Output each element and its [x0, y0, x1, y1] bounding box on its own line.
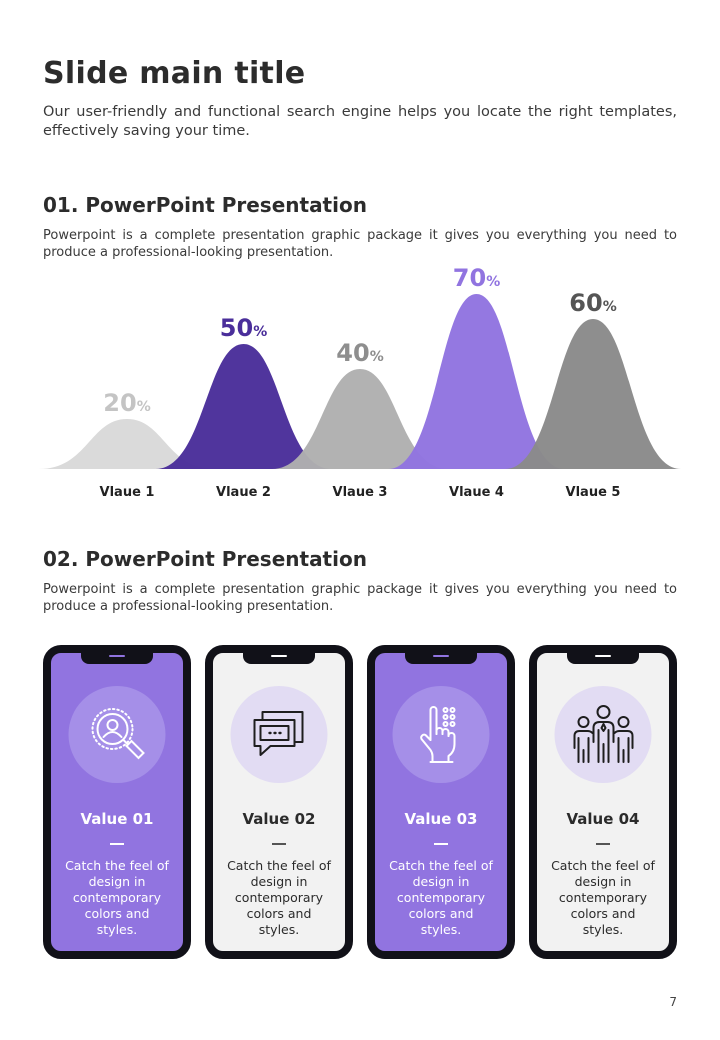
icon-circle: [68, 686, 166, 783]
page-title: Slide main title: [43, 56, 306, 91]
icon-circle: [230, 686, 328, 783]
section1-title: 01. PowerPoint Presentation: [43, 193, 367, 217]
phone-notch: [567, 653, 639, 664]
phone-notch: [81, 653, 153, 664]
card-divider: [110, 843, 124, 845]
card-text: Catch the feel of design in contemporary…: [227, 858, 331, 937]
value-cards: Value 01 Catch the feel of design in con…: [43, 645, 677, 960]
card-title: Value 04: [566, 810, 640, 828]
icon-circle: [554, 686, 652, 783]
value-card-1: Value 01 Catch the feel of design in con…: [43, 645, 191, 959]
data-label-2: 50%: [220, 314, 267, 342]
card-divider: [596, 843, 610, 845]
category-label-3: Vlaue 3: [333, 485, 388, 500]
category-label-2: Vlaue 2: [216, 485, 271, 500]
value-card-3: Value 03 Catch the feel of design in con…: [367, 645, 515, 959]
section2-title: 02. PowerPoint Presentation: [43, 547, 367, 571]
card-text: Catch the feel of design in contemporary…: [65, 858, 169, 937]
curve-2: [155, 344, 332, 469]
page-intro: Our user-friendly and functional search …: [43, 104, 677, 139]
card-title: Value 03: [404, 810, 478, 828]
category-label-5: Vlaue 5: [566, 485, 621, 500]
page-number: 7: [669, 995, 677, 1009]
value-card-4: Value 04 Catch the feel of design in con…: [529, 645, 677, 959]
phone-notch: [405, 653, 477, 664]
card-title: Value 02: [242, 810, 316, 828]
curve-4: [388, 294, 565, 469]
card-divider: [434, 843, 448, 845]
search-user-icon: [91, 707, 145, 759]
data-label-1: 20%: [103, 389, 150, 417]
category-label-4: Vlaue 4: [449, 485, 504, 500]
data-label-3: 40%: [336, 339, 383, 367]
data-label-4: 70%: [453, 264, 500, 292]
value-card-2: Value 02 Catch the feel of design in con…: [205, 645, 353, 959]
card-text: Catch the feel of design in contemporary…: [551, 858, 655, 937]
category-label-1: Vlaue 1: [100, 485, 155, 500]
section2-text: Powerpoint is a complete presentation gr…: [43, 582, 677, 614]
bell-curve-chart: 20% Vlaue 1 50% Vlaue 2 40% Vlaue 3 70% Vlaue 4…: [39, 264, 681, 500]
card-divider: [272, 843, 286, 845]
card-text: Catch the feel of design in contemporary…: [389, 858, 493, 937]
hand-keypad-icon: [419, 705, 455, 763]
icon-circle: [392, 686, 490, 783]
chat-bubbles-icon: [253, 710, 303, 756]
curve-3: [272, 369, 448, 469]
team-icon: [573, 704, 633, 763]
phone-notch: [243, 653, 315, 664]
curve-1: [39, 419, 215, 469]
curve-5: [505, 319, 681, 469]
card-title: Value 01: [80, 810, 154, 828]
data-label-5: 60%: [569, 289, 616, 317]
section1-text: Powerpoint is a complete presentation gr…: [43, 228, 677, 260]
